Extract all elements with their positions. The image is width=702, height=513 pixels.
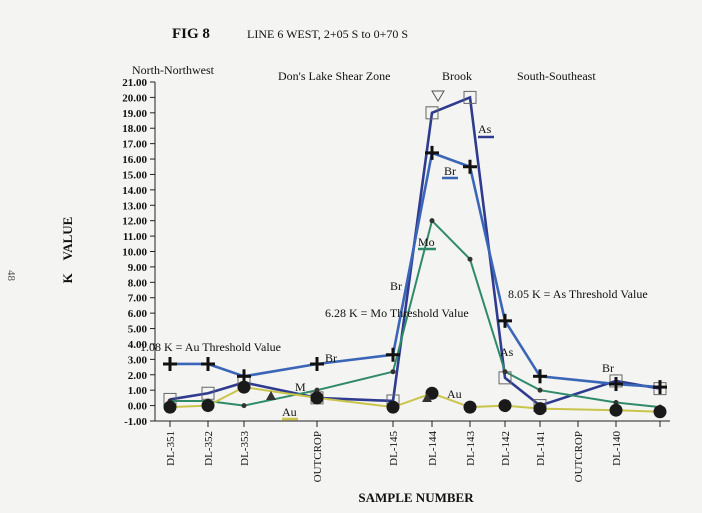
annotation-label: Br bbox=[390, 279, 402, 293]
data-point-as bbox=[463, 90, 477, 104]
x-tick-label: OUTCROP bbox=[312, 431, 324, 482]
annotation-label: Br bbox=[444, 164, 456, 178]
y-tick-label: 6.00 bbox=[128, 308, 148, 320]
y-tick-label: 20.00 bbox=[122, 92, 147, 104]
annotation-label: 6.28 K = Mo Threshold Value bbox=[325, 306, 469, 320]
data-point-au bbox=[463, 400, 477, 414]
annotation-label: As bbox=[478, 122, 492, 136]
x-tick-label: OUTCROP bbox=[573, 431, 585, 482]
markers bbox=[163, 90, 667, 419]
annotation-label: Br bbox=[602, 361, 614, 375]
data-point-mo bbox=[467, 256, 473, 262]
data-point-br bbox=[533, 369, 547, 384]
annotation-label: As bbox=[500, 345, 514, 359]
data-point-au bbox=[163, 400, 177, 414]
data-point-mo bbox=[390, 369, 396, 375]
annotation-label: Br bbox=[325, 351, 337, 365]
x-axis-label: SAMPLE NUMBER bbox=[358, 490, 474, 505]
y-tick-label: 5.00 bbox=[128, 324, 148, 336]
data-point-br bbox=[653, 380, 667, 395]
data-point-br bbox=[425, 145, 439, 160]
x-tick-label: DL-142 bbox=[500, 431, 512, 466]
margin-note: 48 bbox=[5, 270, 17, 282]
data-point-br bbox=[498, 313, 512, 328]
annotation-label: Au bbox=[282, 405, 297, 419]
line-title: LINE 6 WEST, 2+05 S to 0+70 S bbox=[247, 27, 408, 41]
data-point-br bbox=[386, 347, 400, 362]
data-point-mo bbox=[613, 400, 619, 406]
y-tick-label: 19.00 bbox=[122, 108, 147, 120]
triangle-marker bbox=[266, 391, 276, 400]
triangle-marker bbox=[422, 393, 432, 402]
x-tick-label: DL-143 bbox=[465, 431, 477, 466]
data-point-br bbox=[463, 159, 477, 174]
x-tick-label: DL-141 bbox=[535, 431, 547, 466]
y-tick-label: 0.00 bbox=[128, 401, 148, 413]
x-tick-label: DL-352 bbox=[203, 431, 215, 466]
y-tick-label: 1.00 bbox=[128, 385, 148, 397]
data-point-br bbox=[201, 356, 215, 371]
y-tick-label: 14.00 bbox=[122, 185, 147, 197]
annotations: 1.08 K = Au Threshold Value 6.28 K = Mo T… bbox=[140, 122, 648, 421]
data-point-mo bbox=[502, 369, 508, 375]
data-point-br bbox=[163, 356, 177, 371]
y-tick-label: 11.00 bbox=[123, 231, 148, 243]
y-tick-label: 4.00 bbox=[128, 339, 148, 351]
annotation-label: Mo bbox=[418, 235, 435, 249]
data-point-mo bbox=[537, 387, 543, 393]
x-tick-label: DL-145 bbox=[388, 431, 400, 466]
x-tick-label: DL-144 bbox=[427, 431, 439, 466]
data-point-mo bbox=[241, 403, 247, 409]
y-axis-label: K VALUE bbox=[60, 217, 75, 284]
region-label-left: North-Northwest bbox=[132, 63, 215, 77]
annotation-label: M bbox=[295, 380, 306, 394]
data-point-mo bbox=[429, 218, 435, 224]
y-tick-label: 7.00 bbox=[128, 293, 148, 305]
series bbox=[169, 95, 661, 413]
triangle-marker bbox=[431, 90, 445, 102]
y-tick-label: 12.00 bbox=[122, 216, 147, 228]
region-label-shear-zone: Don's Lake Shear Zone bbox=[278, 69, 390, 83]
annotation-label: Au bbox=[447, 387, 462, 401]
data-point-au bbox=[653, 405, 667, 419]
y-tick-label: 10.00 bbox=[122, 247, 147, 259]
y-tick-label: 9.00 bbox=[128, 262, 148, 274]
data-point-au bbox=[201, 399, 215, 413]
data-point-au bbox=[609, 403, 623, 417]
x-tick-label: DL-140 bbox=[611, 431, 623, 466]
y-tick-label: 15.00 bbox=[122, 169, 147, 181]
y-tick-label: 2.00 bbox=[128, 370, 148, 382]
data-point-au bbox=[310, 391, 324, 405]
data-point-as bbox=[425, 106, 439, 120]
y-tick-label: 3.00 bbox=[128, 354, 148, 366]
y-tick-label: 13.00 bbox=[122, 200, 147, 212]
data-point-au bbox=[533, 402, 547, 416]
y-tick-label: 16.00 bbox=[122, 154, 147, 166]
data-point-br bbox=[310, 356, 324, 371]
y-tick-label: 8.00 bbox=[128, 277, 148, 289]
data-point-au bbox=[498, 399, 512, 413]
region-label-brook: Brook bbox=[442, 69, 472, 83]
x-tick-label: DL-353 bbox=[239, 431, 251, 466]
data-point-mo bbox=[314, 387, 320, 393]
annotation-label: 8.05 K = As Threshold Value bbox=[508, 287, 648, 301]
x-tick-label: DL-351 bbox=[165, 431, 177, 466]
y-tick-label: 21.00 bbox=[122, 77, 147, 89]
series-line-as bbox=[169, 95, 661, 408]
y-tick-label: 18.00 bbox=[122, 123, 147, 135]
data-point-au bbox=[237, 380, 251, 394]
y-tick-label: 17.00 bbox=[122, 139, 147, 151]
data-point-br bbox=[609, 377, 623, 392]
y-tick-label: -1.00 bbox=[124, 416, 147, 428]
annotation-label: 1.08 K = Au Threshold Value bbox=[140, 340, 281, 354]
axes: 21.00 20.00 19.00 18.00 17.00 16.00 15.00 14.00… bbox=[122, 77, 670, 482]
figure-number: FIG 8 bbox=[172, 26, 210, 42]
region-label-right: South-Southeast bbox=[517, 69, 596, 83]
data-point-au bbox=[386, 400, 400, 414]
